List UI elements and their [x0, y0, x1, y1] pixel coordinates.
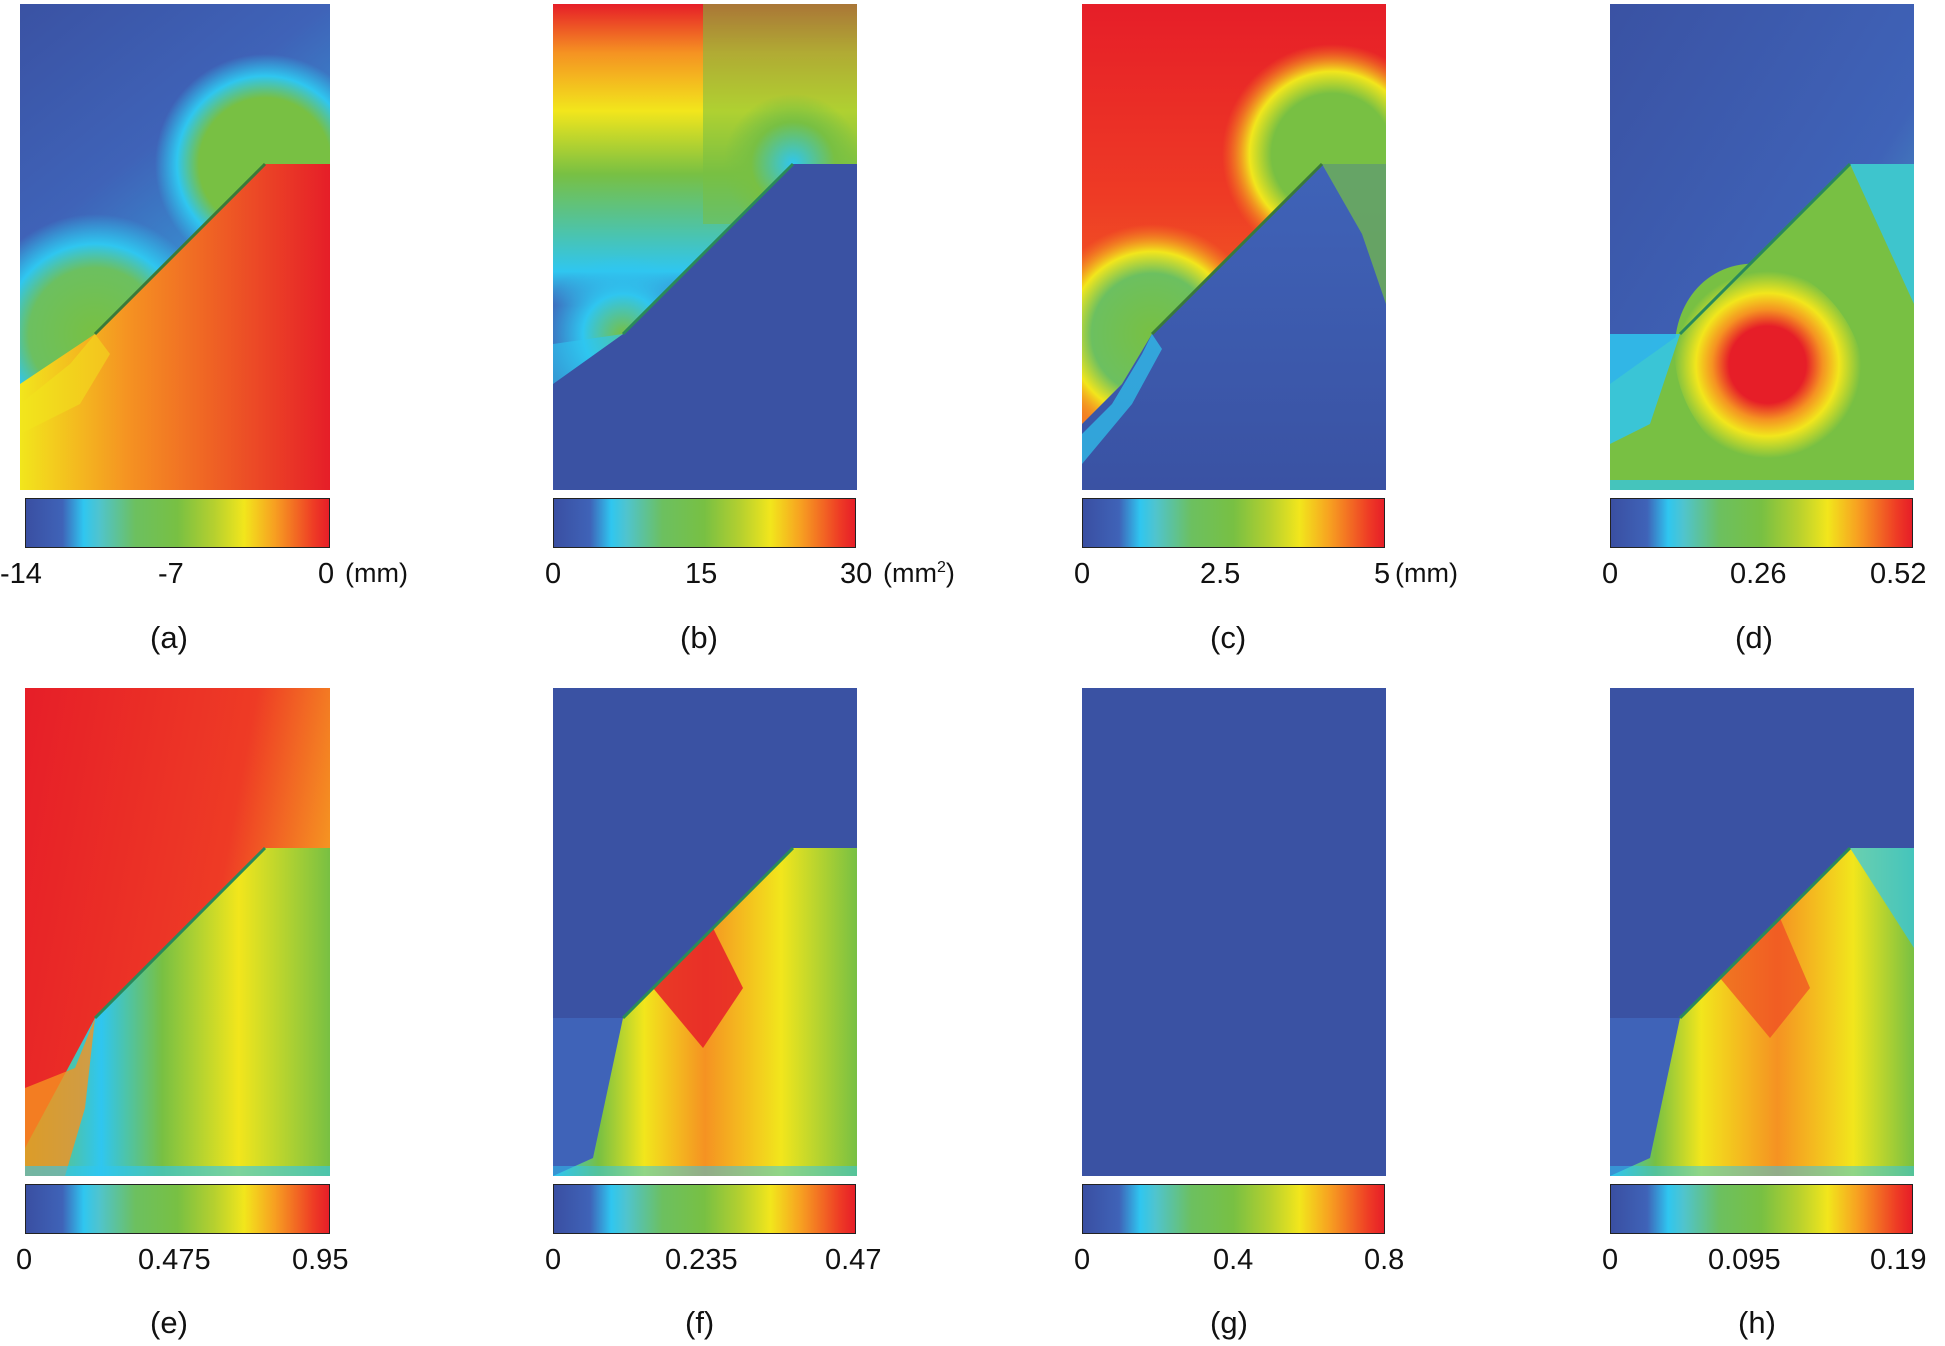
colorbar-max-c: 5	[1374, 558, 1391, 590]
colorbar-mid-b: 15	[685, 558, 718, 590]
colorbar-min-d: 0	[1602, 558, 1619, 590]
colorbar-max-d: 0.52	[1870, 558, 1927, 590]
colorbar-mid-a: -7	[158, 558, 184, 590]
colorbar-a	[25, 498, 330, 548]
colorbar-min-c: 0	[1074, 558, 1091, 590]
colorbar-max-e: 0.95	[292, 1244, 349, 1276]
contour-plot-g	[1082, 688, 1386, 1176]
caption-e: (e)	[150, 1305, 188, 1340]
unit-label-a: (mm)	[345, 558, 408, 588]
colorbar-mid-f: 0.235	[665, 1244, 738, 1276]
colorbar-mid-h: 0.095	[1708, 1244, 1781, 1276]
colorbar-mid-d: 0.26	[1730, 558, 1787, 590]
colorbar-f	[553, 1184, 856, 1234]
caption-d: (d)	[1735, 620, 1773, 655]
colorbar-d	[1610, 498, 1913, 548]
contour-plot-c	[1082, 4, 1386, 490]
colorbar-b	[553, 498, 856, 548]
contour-plot-f	[553, 688, 857, 1176]
colorbar-max-b: 30	[840, 558, 873, 590]
unit-label-b: (mm2)	[883, 558, 955, 588]
colorbar-c	[1082, 498, 1385, 548]
caption-f: (f)	[685, 1305, 715, 1340]
colorbar-mid-c: 2.5	[1200, 558, 1241, 590]
caption-b: (b)	[680, 620, 718, 655]
contour-plot-d	[1610, 4, 1914, 490]
caption-a: (a)	[150, 620, 188, 655]
contour-plot-b	[553, 4, 857, 490]
colorbar-max-a: 0	[318, 558, 335, 590]
colorbar-min-e: 0	[16, 1244, 33, 1276]
colorbar-g	[1082, 1184, 1385, 1234]
colorbar-min-a: -14	[0, 558, 42, 590]
colorbar-max-f: 0.47	[825, 1244, 882, 1276]
unit-label-c: (mm)	[1395, 558, 1458, 588]
colorbar-min-g: 0	[1074, 1244, 1091, 1276]
colorbar-min-h: 0	[1602, 1244, 1619, 1276]
caption-c: (c)	[1210, 620, 1247, 655]
colorbar-min-f: 0	[545, 1244, 562, 1276]
caption-h: (h)	[1738, 1305, 1776, 1340]
colorbar-e	[25, 1184, 330, 1234]
colorbar-max-h: 0.19	[1870, 1244, 1927, 1276]
colorbar-max-g: 0.8	[1364, 1244, 1405, 1276]
caption-g: (g)	[1210, 1305, 1248, 1340]
contour-plot-h	[1610, 688, 1914, 1176]
colorbar-min-b: 0	[545, 558, 562, 590]
contour-plot-a	[20, 4, 330, 490]
colorbar-mid-g: 0.4	[1213, 1244, 1254, 1276]
colorbar-h	[1610, 1184, 1913, 1234]
contour-plot-e	[25, 688, 330, 1176]
colorbar-mid-e: 0.475	[138, 1244, 211, 1276]
